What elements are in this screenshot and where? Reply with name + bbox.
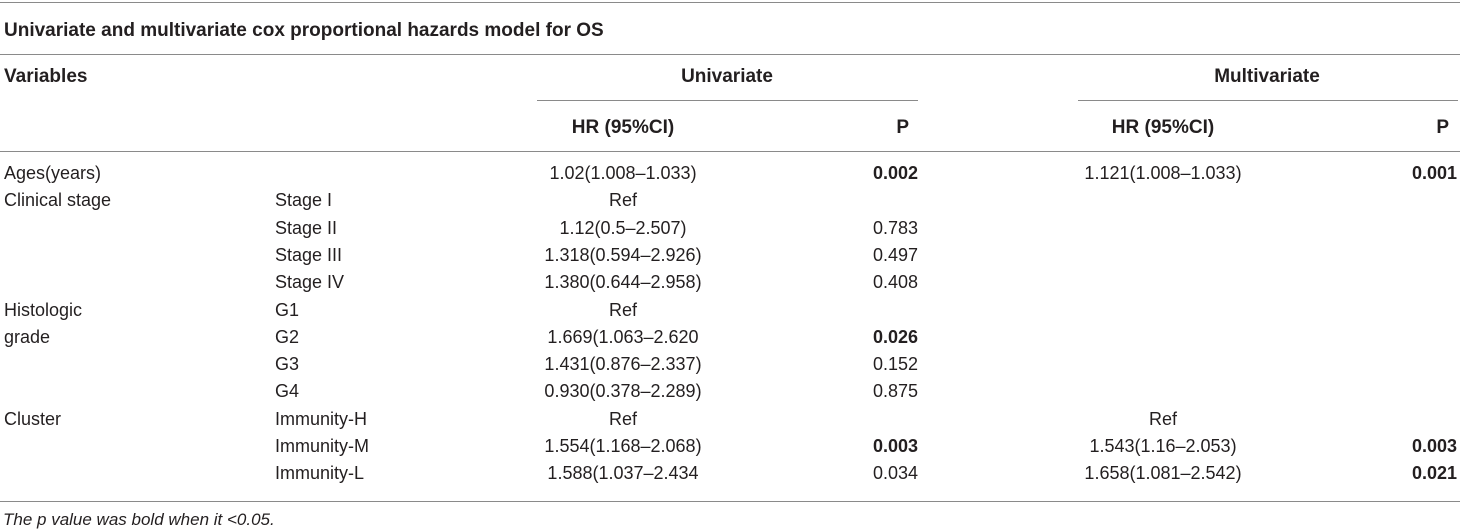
cell-subgroup: Immunity-L (275, 463, 365, 483)
cell-subgroup: Immunity-H (275, 409, 368, 429)
cell-subgroup: G2 (275, 327, 300, 347)
title-rule (0, 54, 1460, 55)
cell-uni-p: 0.408 (872, 272, 918, 292)
header-variables: Variables (4, 66, 88, 87)
cell-uni-hr: 1.554(1.168–2.068) (544, 436, 702, 456)
cell-uni-p: 0.875 (872, 381, 918, 401)
cell-uni-p: 0.026 (872, 327, 918, 347)
cell-multi-hr: 1.543(1.16–2.053) (1089, 436, 1237, 456)
cell-uni-hr: 1.02(1.008–1.033) (549, 163, 697, 183)
cell-uni-hr: 1.431(0.876–2.337) (544, 354, 702, 374)
cell-uni-p: 0.003 (872, 436, 918, 456)
multivariate-rule (1078, 100, 1458, 101)
univariate-rule (537, 100, 918, 101)
cell-multi-hr: 1.658(1.081–2.542) (1084, 463, 1242, 483)
cell-multi-p: 0.021 (1411, 463, 1457, 483)
cell-uni-p: 0.002 (872, 163, 918, 183)
cell-subgroup: Stage I (275, 190, 333, 210)
header-rule (0, 151, 1460, 152)
cell-uni-hr: 1.669(1.063–2.620 (547, 327, 699, 347)
cell-uni-hr: Ref (608, 190, 638, 210)
cell-uni-hr: 1.588(1.037–2.434 (547, 463, 699, 483)
cell-multi-hr: 1.121(1.008–1.033) (1084, 163, 1242, 183)
header-multivariate: Multivariate (1214, 66, 1320, 87)
cell-subgroup: G4 (275, 381, 300, 401)
cell-uni-p: 0.152 (872, 354, 918, 374)
cell-uni-p: 0.497 (872, 245, 918, 265)
cell-variable: Clinical stage (4, 190, 112, 210)
cell-subgroup: Stage IV (275, 272, 345, 292)
cell-uni-hr: 1.380(0.644–2.958) (544, 272, 702, 292)
cell-subgroup: Stage III (275, 245, 343, 265)
cell-uni-hr: 1.318(0.594–2.926) (544, 245, 702, 265)
cell-variable: Histologic (4, 300, 83, 320)
table-title: Univariate and multivariate cox proporti… (4, 20, 604, 41)
header-uni-p: P (896, 117, 909, 138)
cell-multi-p: 0.001 (1411, 163, 1457, 183)
cell-subgroup: Stage II (275, 218, 338, 238)
header-multi-p: P (1436, 117, 1449, 138)
bottom-rule (0, 501, 1460, 502)
cell-variable: Ages(years) (4, 163, 102, 183)
cell-subgroup: G3 (275, 354, 300, 374)
header-univariate: Univariate (681, 66, 773, 87)
header-uni-hr: HR (95%CI) (571, 117, 675, 138)
cell-subgroup: G1 (275, 300, 300, 320)
cell-subgroup: Immunity-M (275, 436, 369, 456)
header-multi-hr: HR (95%CI) (1111, 117, 1215, 138)
cell-variable: grade (4, 327, 51, 347)
footnote: The p value was bold when it <0.05. (3, 510, 275, 529)
cell-uni-hr: Ref (608, 409, 638, 429)
top-rule (0, 2, 1460, 3)
cell-uni-p: 0.034 (872, 463, 918, 483)
cell-uni-hr: Ref (608, 300, 638, 320)
cell-uni-hr: 0.930(0.378–2.289) (544, 381, 702, 401)
cell-multi-hr: Ref (1148, 409, 1178, 429)
cell-uni-p: 0.783 (872, 218, 918, 238)
cell-multi-p: 0.003 (1411, 436, 1457, 456)
cell-variable: Cluster (4, 409, 62, 429)
cell-uni-hr: 1.12(0.5–2.507) (559, 218, 687, 238)
